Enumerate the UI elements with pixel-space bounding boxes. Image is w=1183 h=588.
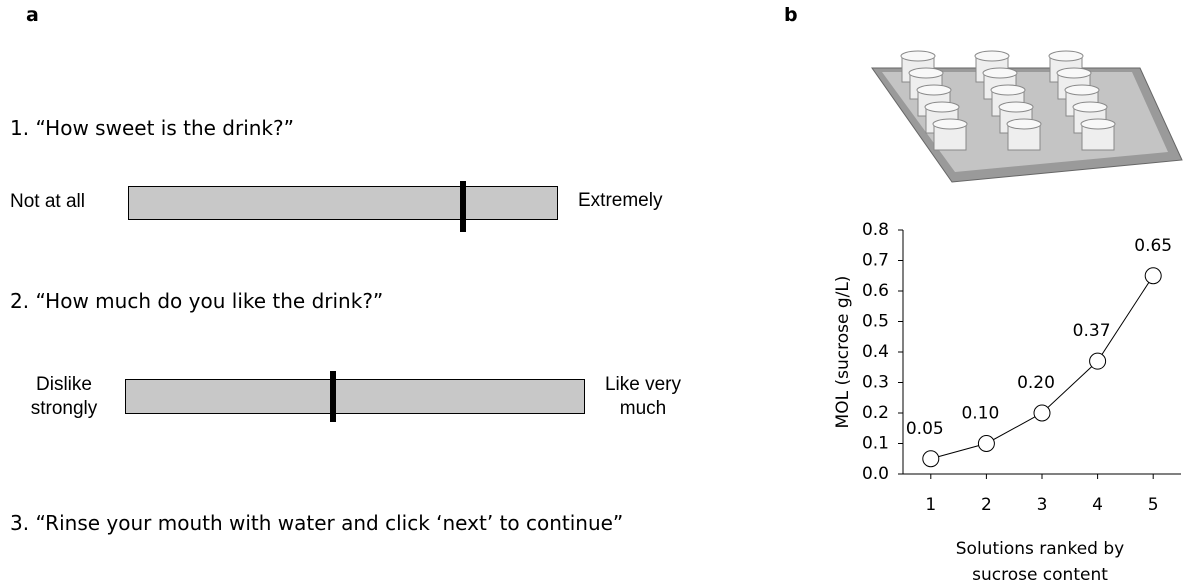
value-label: 0.05 xyxy=(906,419,944,439)
cup-rim xyxy=(1007,119,1041,129)
x-tick-label: 2 xyxy=(981,495,992,515)
cup-rim xyxy=(999,102,1033,112)
value-label: 0.37 xyxy=(1073,321,1111,341)
value-label: 0.20 xyxy=(1017,373,1055,393)
x-tick-label: 1 xyxy=(925,495,936,515)
point xyxy=(978,436,994,452)
y-tick-label: 0.3 xyxy=(862,373,889,393)
cup-rim xyxy=(925,102,959,112)
line xyxy=(931,276,1153,459)
point xyxy=(923,451,939,467)
value-label: 0.65 xyxy=(1134,236,1172,256)
y-axis-label: MOL (sucrose g/L) xyxy=(833,276,853,429)
y-tick-label: 0.1 xyxy=(862,434,889,454)
cup-rim xyxy=(1049,51,1083,61)
cup-rim xyxy=(1057,68,1091,78)
x-axis-label: Solutions ranked by sucrose content xyxy=(930,536,1150,588)
cup-rim xyxy=(1081,119,1115,129)
y-tick-label: 0.0 xyxy=(862,464,889,484)
x-tick-label: 4 xyxy=(1092,495,1103,515)
y-tick-label: 0.6 xyxy=(862,281,889,301)
cup-rim xyxy=(1073,102,1107,112)
x-tick-label: 3 xyxy=(1037,495,1048,515)
cup-rim xyxy=(983,68,1017,78)
cup-rim xyxy=(917,85,951,95)
cup-rim xyxy=(975,51,1009,61)
chart: MOL (sucrose g/L) 0.0 0.1 0.2 0.3 0.4 0.5 0.6 0… xyxy=(0,0,1183,585)
y-tick-label: 0.4 xyxy=(862,342,889,362)
x-tick-label: 5 xyxy=(1148,495,1159,515)
point xyxy=(1145,268,1161,284)
cup-rim xyxy=(901,51,935,61)
cup-rim xyxy=(1065,85,1099,95)
page: a b 1. “How sweet is the drink?” Not at … xyxy=(0,0,1183,585)
point xyxy=(1090,353,1106,369)
y-tick-label: 0.5 xyxy=(862,312,889,332)
y-tick-label: 0.8 xyxy=(862,220,889,240)
cup-rim xyxy=(991,85,1025,95)
point xyxy=(1034,405,1050,421)
cup-rim xyxy=(933,119,967,129)
y-tick-label: 0.7 xyxy=(862,251,889,271)
value-label: 0.10 xyxy=(961,404,999,424)
y-tick-label: 0.2 xyxy=(862,403,889,423)
cup-rim xyxy=(909,68,943,78)
